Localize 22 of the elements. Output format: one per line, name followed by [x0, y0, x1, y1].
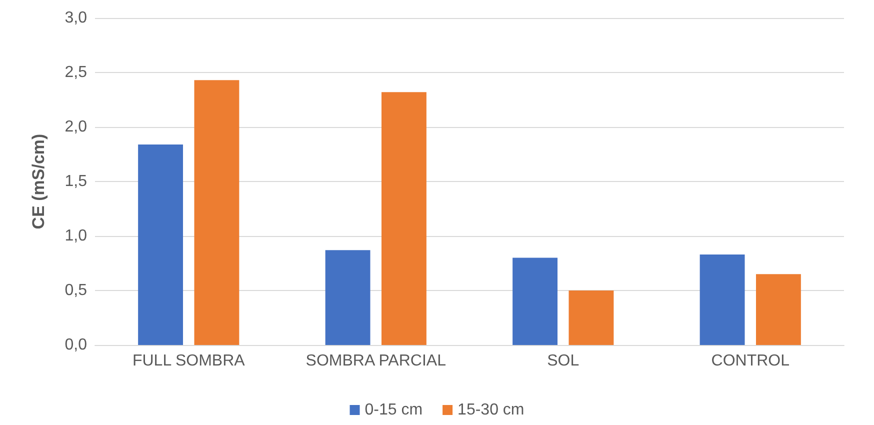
y-tick-label: 2,0 [64, 118, 88, 136]
bar [138, 144, 184, 345]
bar [381, 92, 426, 345]
bar [325, 250, 370, 345]
y-tick-label: 0,5 [64, 282, 88, 299]
bar [512, 258, 558, 345]
y-tick-label: 3,0 [64, 10, 88, 26]
y-tick-label: 1,5 [64, 173, 88, 190]
bar [700, 254, 745, 345]
legend-label: 0-15 cm [364, 402, 423, 418]
x-tick-label: SOL [547, 352, 580, 370]
y-tick-label: 2,5 [64, 64, 88, 81]
bar [194, 80, 240, 345]
y-tick-label: 0,0 [64, 336, 88, 354]
x-tick-label: CONTROL [711, 352, 790, 370]
x-tick-label: SOMBRA PARCIAL [306, 352, 446, 370]
legend-label: 15-30 cm [458, 402, 524, 418]
y-tick-label: 1,0 [64, 228, 88, 244]
x-tick-label: FULL SOMBRA [132, 352, 246, 370]
bar [568, 290, 614, 345]
y-axis-title: CE (mS/cm) [29, 134, 48, 230]
bar [756, 274, 801, 345]
